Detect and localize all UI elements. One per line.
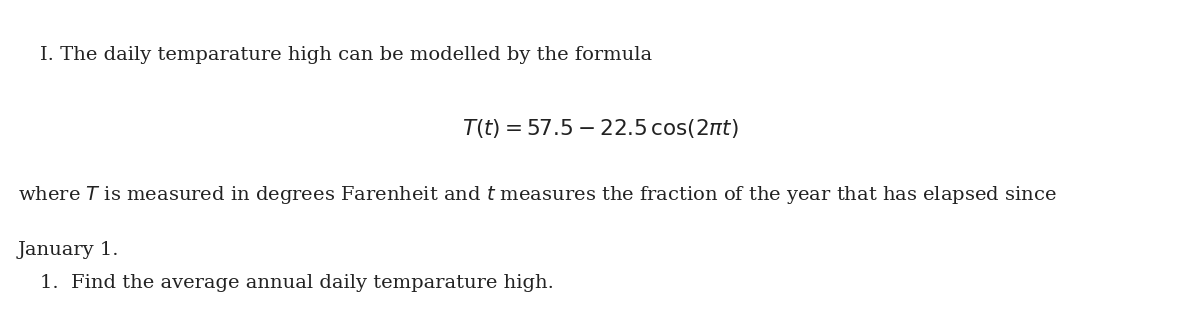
Text: where $T$ is measured in degrees Farenheit and $t$ measures the fraction of the : where $T$ is measured in degrees Farenhe… <box>18 184 1057 206</box>
Text: January 1.: January 1. <box>18 241 120 259</box>
Text: 1.  Find the average annual daily temparature high.: 1. Find the average annual daily tempara… <box>40 274 553 292</box>
Text: I. The daily temparature high can be modelled by the formula: I. The daily temparature high can be mod… <box>40 46 652 64</box>
Text: $T(t) = 57.5 - 22.5\,\cos(2\pi t)$: $T(t) = 57.5 - 22.5\,\cos(2\pi t)$ <box>462 117 738 140</box>
